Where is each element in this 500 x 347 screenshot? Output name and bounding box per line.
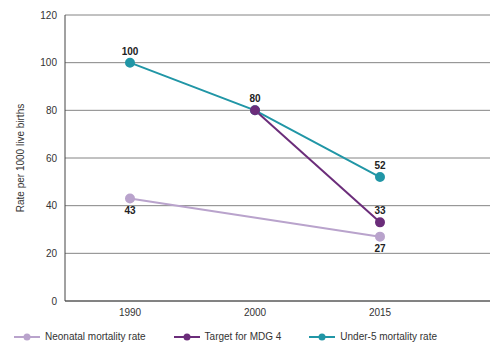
svg-text:80: 80 <box>46 105 58 116</box>
svg-text:27: 27 <box>374 243 386 254</box>
svg-text:1990: 1990 <box>119 307 142 318</box>
svg-text:0: 0 <box>51 296 57 307</box>
html-text:Target for MDG 4: Target for MDG 4 <box>204 331 282 342</box>
html-text:Under-5 mortality rate: Under-5 mortality rate <box>340 331 437 342</box>
svg-text:80: 80 <box>249 93 261 104</box>
svg-text:43: 43 <box>124 205 136 216</box>
svg-text:20: 20 <box>46 248 58 259</box>
svg-text:60: 60 <box>46 153 58 164</box>
svg-text:40: 40 <box>46 200 58 211</box>
svg-text:100: 100 <box>122 46 139 57</box>
svg-text:120: 120 <box>40 10 57 21</box>
svg-text:2000: 2000 <box>244 307 267 318</box>
svg-text:33: 33 <box>374 205 386 216</box>
html-text:Neonatal mortality rate: Neonatal mortality rate <box>45 331 146 342</box>
svg-text:Rate per 1000 live births: Rate per 1000 live births <box>15 104 26 212</box>
svg-text:100: 100 <box>40 57 57 68</box>
svg-text:2015: 2015 <box>369 307 392 318</box>
svg-text:52: 52 <box>374 160 386 171</box>
